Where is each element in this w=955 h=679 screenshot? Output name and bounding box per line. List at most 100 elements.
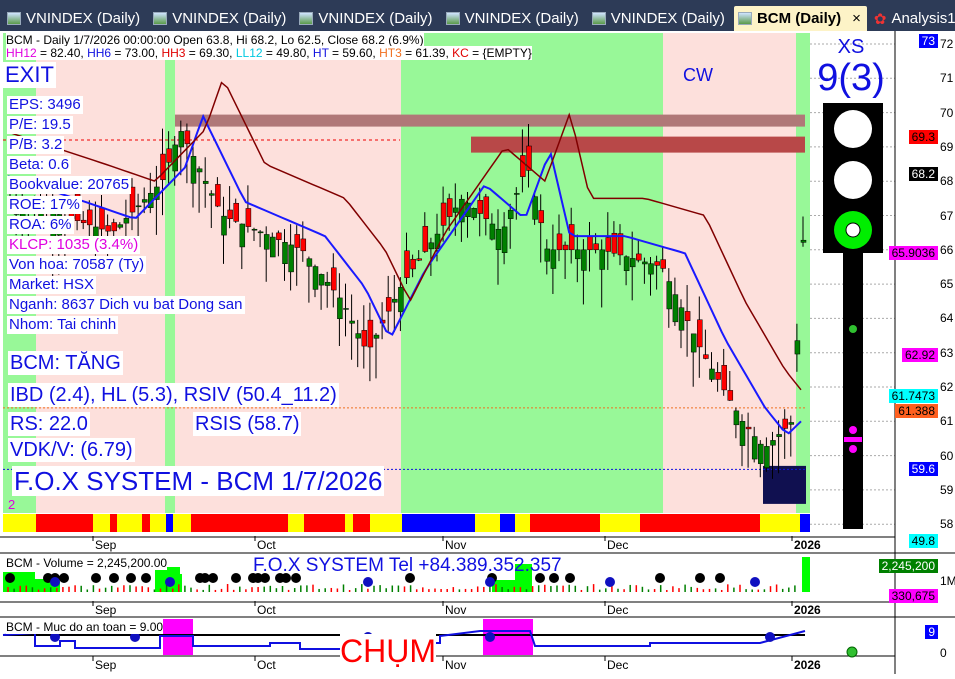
candle bbox=[215, 184, 221, 207]
volume-avg-tag: 330,675 bbox=[888, 589, 938, 603]
candle bbox=[337, 297, 343, 319]
candle bbox=[642, 261, 648, 265]
von-hoa: Von hoa: 70587 (Ty) bbox=[7, 256, 147, 274]
volume-dot bbox=[126, 573, 136, 583]
candle bbox=[690, 333, 697, 353]
volume-dot bbox=[231, 573, 241, 583]
signal-strip bbox=[353, 514, 370, 532]
month-label: Sep bbox=[95, 603, 117, 617]
candle bbox=[270, 236, 276, 258]
candle bbox=[758, 443, 764, 464]
signal-strip bbox=[191, 514, 288, 532]
candle bbox=[111, 222, 117, 232]
indicator-value: = 73.00, bbox=[111, 46, 162, 60]
price-tick: 64 bbox=[940, 311, 954, 326]
volume-dot bbox=[565, 573, 575, 583]
signal-marker bbox=[485, 577, 495, 587]
volume-dot bbox=[91, 573, 101, 583]
signal-marker bbox=[363, 577, 373, 587]
tab-vnindex-5[interactable]: VNINDEX (Daily) bbox=[588, 6, 731, 31]
candle bbox=[453, 207, 459, 213]
candle bbox=[392, 298, 398, 303]
candle bbox=[459, 198, 465, 223]
candle bbox=[544, 248, 551, 262]
candle bbox=[105, 225, 111, 232]
candle bbox=[745, 426, 752, 430]
tab-bar: VNINDEX (Daily) VNINDEX (Daily) VNINDEX … bbox=[0, 0, 955, 31]
candle bbox=[770, 440, 776, 446]
tab-vnindex-1[interactable]: VNINDEX (Daily) bbox=[3, 6, 146, 31]
signal-strip bbox=[93, 514, 110, 532]
indicator-value: = 69.30, bbox=[185, 46, 236, 60]
candle bbox=[355, 333, 361, 339]
candle bbox=[80, 219, 87, 224]
tab-vnindex-4[interactable]: VNINDEX (Daily) bbox=[442, 6, 585, 31]
indicator-key: HT bbox=[312, 46, 329, 60]
safety-title: BCM - Muc do an toan = 9.00 bbox=[6, 620, 164, 634]
pb: P/B: 3.2 bbox=[7, 136, 65, 154]
candle bbox=[697, 319, 703, 348]
signal-marker bbox=[130, 632, 140, 642]
chart-area[interactable]: Sep Sep Sep Oct Oct Oct Nov Nov Nov Dec Dec Dec 2026… bbox=[0, 31, 955, 674]
month-label: Sep bbox=[95, 538, 117, 552]
candle bbox=[654, 261, 660, 266]
candle bbox=[245, 208, 252, 227]
volume-dot bbox=[405, 573, 415, 583]
zone-band bbox=[401, 33, 663, 513]
traffic-light-yellow bbox=[834, 161, 872, 199]
volume-bar bbox=[492, 580, 515, 592]
price-chart-svg: Sep Sep Sep Oct Oct Oct Nov Nov Nov Dec Dec Dec 2026… bbox=[0, 31, 955, 674]
candle bbox=[782, 418, 788, 429]
candle bbox=[550, 249, 557, 269]
tab-analysis1[interactable]: ✿ Analysis1 bbox=[873, 10, 955, 28]
candle bbox=[739, 421, 746, 446]
candle bbox=[227, 209, 233, 220]
candle bbox=[727, 390, 734, 401]
volume-dot bbox=[695, 573, 705, 583]
zone-band bbox=[165, 33, 175, 513]
candle bbox=[629, 258, 636, 268]
indicator-header: HH12 = 82.40, HH6 = 73.00, HH3 = 69.30, … bbox=[6, 46, 532, 60]
candle bbox=[306, 258, 313, 267]
xs-panel: XS 9(3) bbox=[815, 36, 887, 98]
candle bbox=[422, 226, 429, 252]
candle bbox=[288, 244, 294, 273]
candle bbox=[471, 208, 477, 218]
nganh: Nganh: 8637 Dich vu bat Dong san bbox=[7, 296, 245, 314]
candle bbox=[166, 148, 172, 163]
candle bbox=[721, 365, 727, 391]
candle bbox=[331, 267, 337, 291]
price-tag: 69.3 bbox=[908, 129, 938, 144]
signal-marker bbox=[765, 632, 775, 642]
candle bbox=[404, 250, 410, 278]
candle bbox=[672, 294, 679, 323]
candle bbox=[636, 253, 642, 261]
candle bbox=[385, 297, 392, 312]
close-tab-icon[interactable]: × bbox=[852, 10, 861, 27]
candle bbox=[532, 196, 538, 220]
tab-vnindex-3[interactable]: VNINDEX (Daily) bbox=[295, 6, 438, 31]
candle bbox=[709, 368, 715, 380]
signal-strip bbox=[150, 514, 166, 532]
bookvalue: Bookvalue: 20765 bbox=[7, 176, 132, 194]
price-tick: 66 bbox=[940, 242, 954, 257]
candle bbox=[489, 223, 496, 240]
signal-marker bbox=[605, 577, 615, 587]
tab-vnindex-2[interactable]: VNINDEX (Daily) bbox=[149, 6, 292, 31]
traffic-light-green-center bbox=[845, 222, 861, 238]
traffic-light-red bbox=[834, 110, 872, 148]
signal-strip bbox=[515, 514, 530, 532]
indicator-key: HT3 bbox=[379, 46, 402, 60]
price-tag: 59.6 bbox=[908, 462, 938, 477]
volume-dot bbox=[291, 573, 301, 583]
chum-label: CHỤM bbox=[340, 633, 436, 669]
red-trend-line bbox=[7, 81, 802, 391]
candle bbox=[514, 193, 520, 195]
candle bbox=[190, 156, 197, 184]
ibd-hl-rsiv: IBD (2.4), HL (5.3), RSIV (50.4_11.2) bbox=[8, 383, 339, 407]
price-tick: 62 bbox=[940, 380, 954, 394]
signal-strip bbox=[3, 514, 36, 532]
indicator-value: = 61.39, bbox=[401, 46, 453, 60]
indicator-key: LL12 bbox=[235, 46, 263, 60]
tab-bcm[interactable]: BCM (Daily) × bbox=[733, 6, 867, 31]
